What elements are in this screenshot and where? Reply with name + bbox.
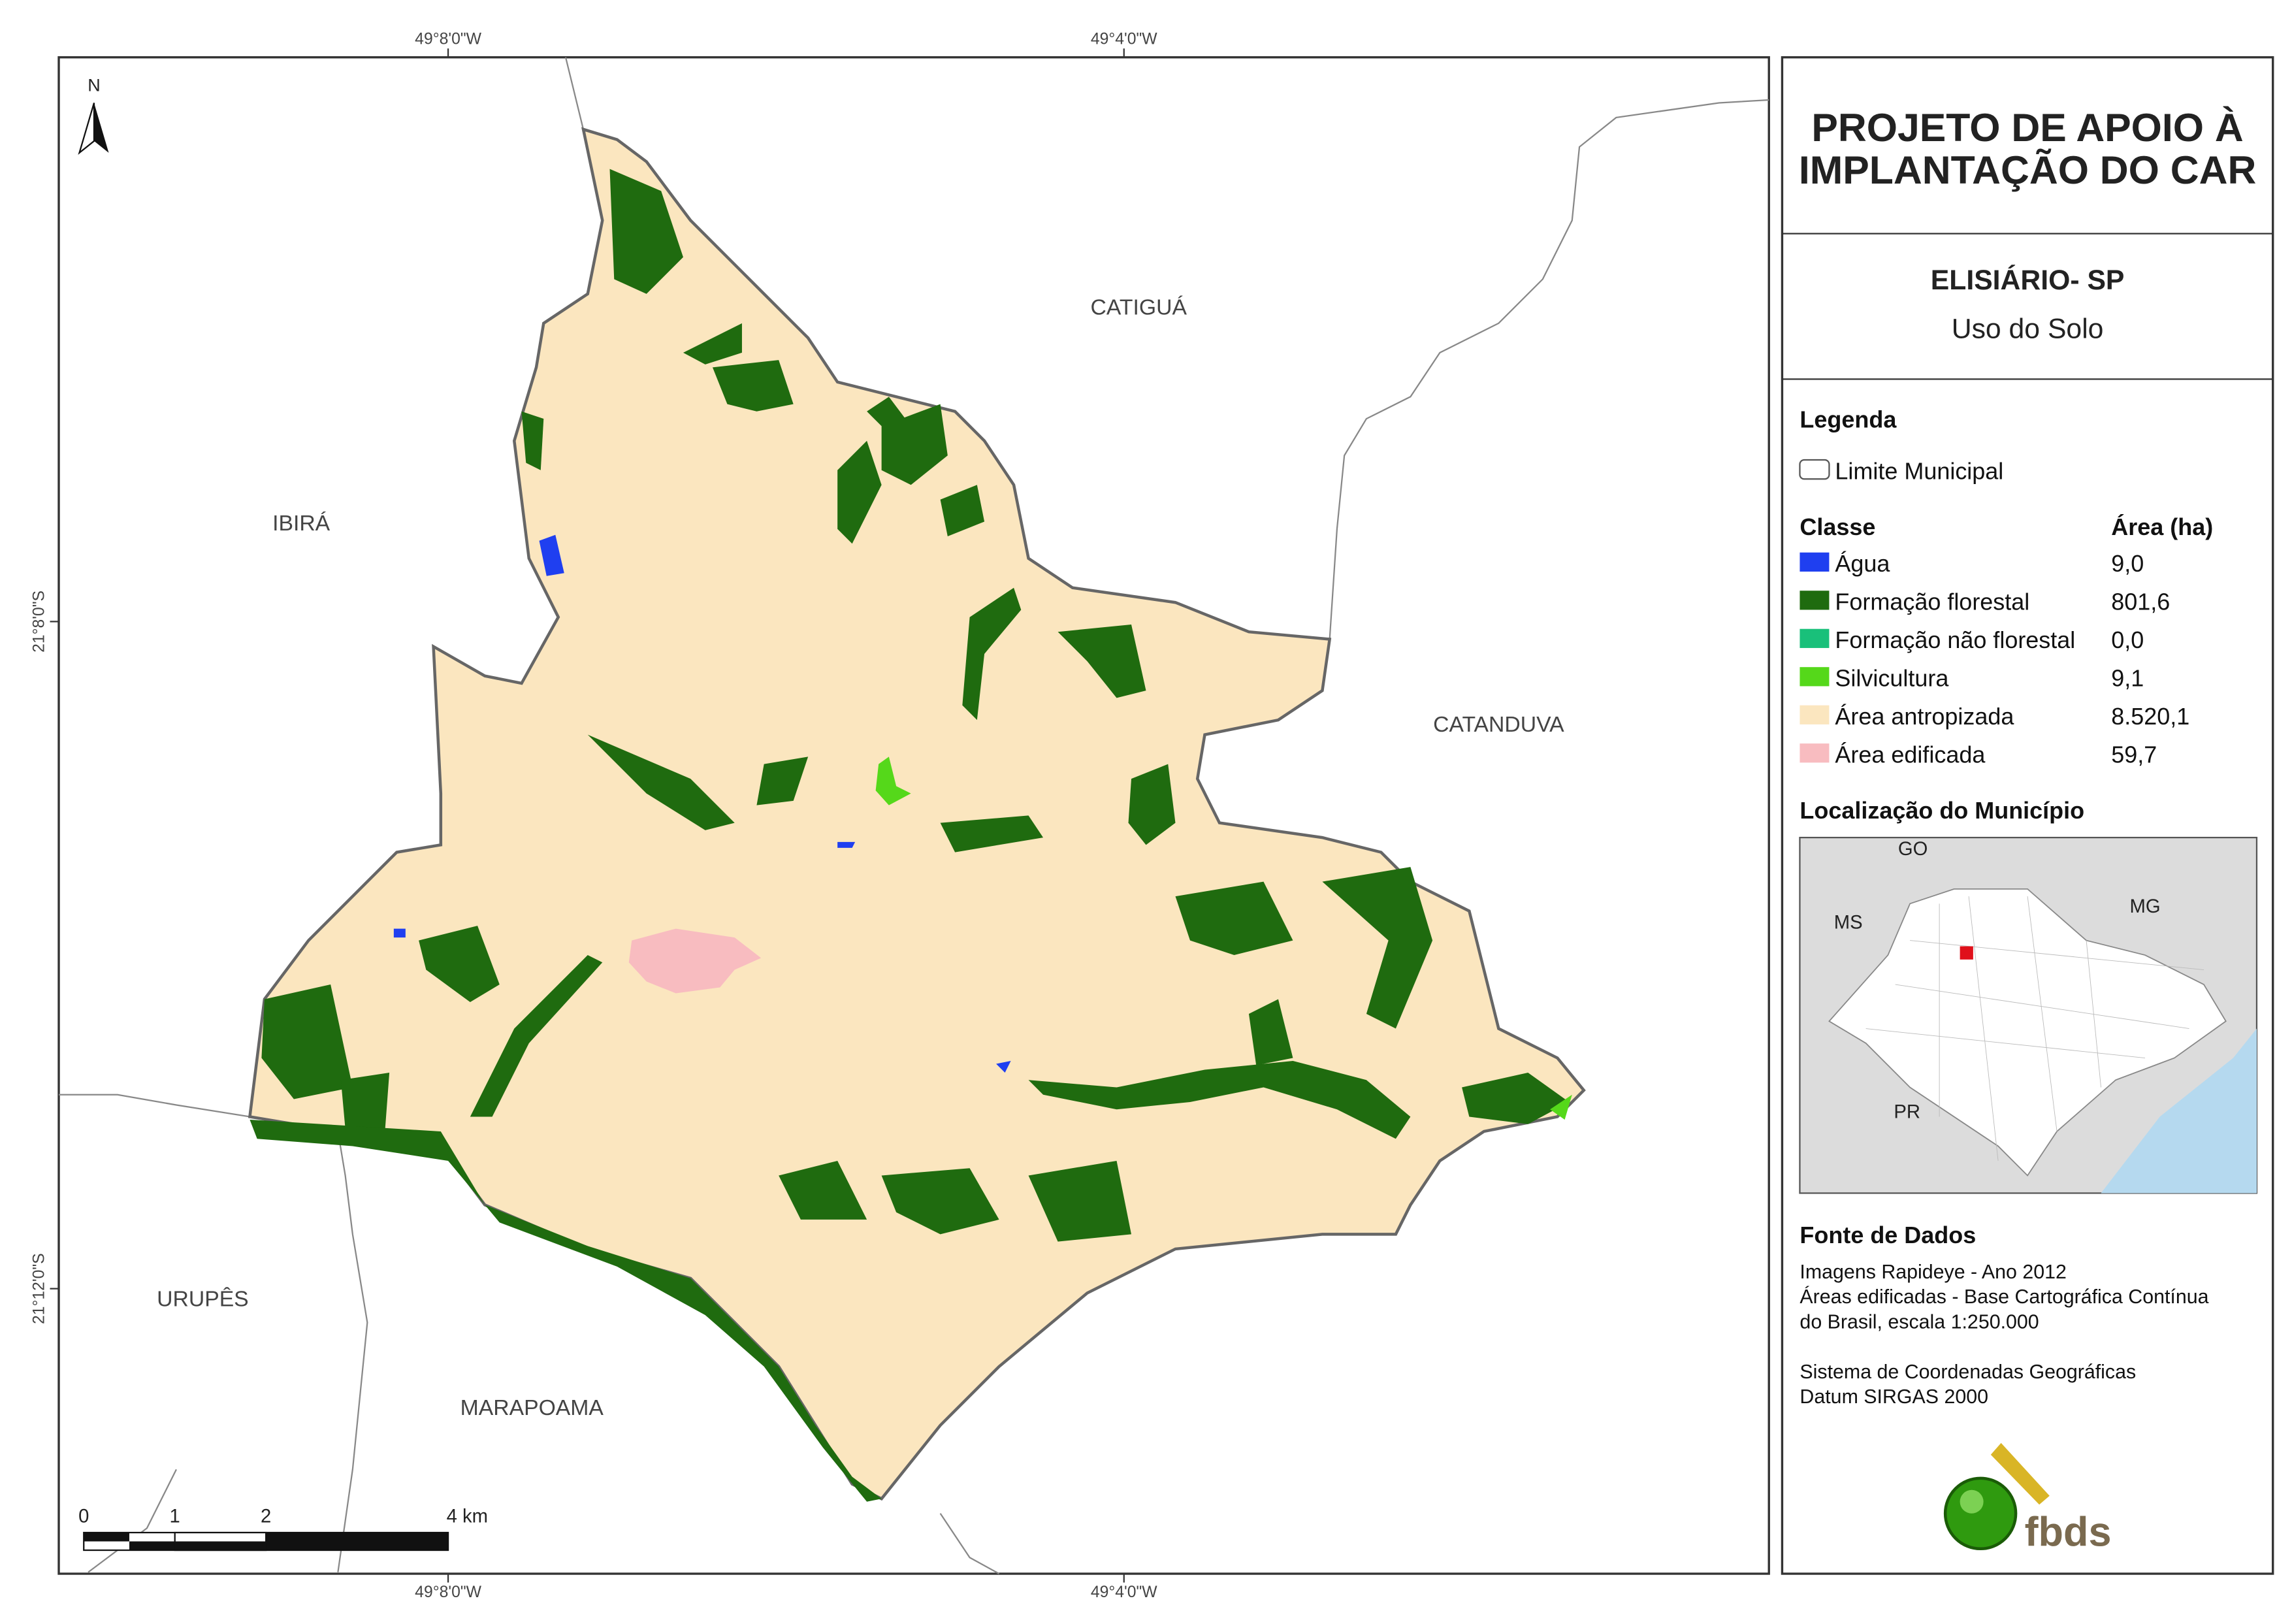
locator-label: PR	[1894, 1102, 1920, 1123]
legend-area: 59,7	[2111, 741, 2157, 768]
legend-area: 8.520,1	[2111, 703, 2189, 730]
neighbor-label: CATANDUVA	[1433, 712, 1564, 737]
coord-label: 49°8'0"W	[415, 1583, 481, 1601]
legend-label: Formação não florestal	[1835, 626, 2075, 653]
silviculture-patches	[875, 756, 1572, 1120]
subtitle: Uso do Solo	[1952, 313, 2104, 344]
source-line: Áreas edificadas - Base Cartográfica Con…	[1800, 1286, 2208, 1308]
legend-label: Formação florestal	[1835, 588, 2029, 615]
legend-swatch	[1800, 552, 1830, 572]
built-area	[628, 928, 762, 994]
neighbor-label: MARAPOAMA	[460, 1395, 604, 1420]
forest-patches	[250, 169, 1570, 1502]
neighbor-label: URUPÊS	[157, 1287, 249, 1312]
neighbor-label: IBIRÁ	[272, 511, 331, 536]
legend-swatch	[1800, 667, 1830, 687]
coord-label: 21°8'0"S	[31, 591, 48, 653]
coord-label: 49°4'0"W	[1091, 1583, 1157, 1601]
title-line: PROJETO DE APOIO À	[1811, 105, 2243, 150]
locator-label: GO	[1898, 839, 1928, 860]
legend-area: 801,6	[2111, 588, 2170, 615]
coord-label: 49°8'0"W	[415, 30, 481, 48]
legend-header: Classe	[1800, 513, 1875, 540]
legend-area: 9,0	[2111, 550, 2144, 577]
legend-header: Área (ha)	[2111, 513, 2213, 540]
legend-label: Água	[1835, 550, 1890, 577]
legend-swatch	[1800, 628, 1830, 648]
source-line: Imagens Rapideye - Ano 2012	[1800, 1261, 2066, 1283]
source-line: do Brasil, escala 1:250.000	[1800, 1311, 2039, 1333]
water-patches	[393, 534, 1011, 1073]
scale-label: 4 km	[447, 1506, 488, 1527]
source-title: Fonte de Dados	[1800, 1222, 1976, 1248]
scale-label: 1	[170, 1506, 180, 1527]
legend-area: 9,1	[2111, 664, 2144, 691]
neighbor-boundaries	[59, 57, 1769, 1575]
legend-swatch	[1800, 743, 1830, 763]
side-panel	[1781, 56, 2274, 1575]
locator-title: Localização do Município	[1800, 797, 2084, 824]
logo: fbds	[1943, 1442, 2112, 1555]
locator-label: MG	[2129, 896, 2160, 917]
north-label: N	[88, 75, 101, 95]
legend-label: Área antropizada	[1835, 703, 2014, 730]
legend-swatch	[1800, 705, 1830, 724]
legend-label: Silvicultura	[1835, 664, 1948, 691]
legend-label: Área edificada	[1835, 741, 1985, 768]
scale-label: 2	[261, 1506, 271, 1527]
north-arrow: N	[78, 75, 109, 155]
municipality-area	[248, 127, 1586, 1501]
source-line: Datum SIRGAS 2000	[1800, 1386, 1988, 1408]
scale-bar: 0 1 2 4 km	[78, 1506, 488, 1551]
source-line: Sistema de Coordenadas Geográficas	[1800, 1361, 2136, 1383]
legend-swatch	[1799, 459, 1830, 480]
neighbor-label: CATIGUÁ	[1091, 295, 1187, 319]
legend-area: 0,0	[2111, 626, 2144, 653]
locator-label: MS	[1834, 913, 1863, 934]
legend-title: Legenda	[1800, 406, 1897, 433]
title-line: IMPLANTAÇÃO DO CAR	[1799, 148, 2256, 192]
coord-ticks	[50, 48, 1125, 1583]
scale-label: 0	[78, 1506, 89, 1527]
locator-map: GO MS MG PR	[1799, 836, 2258, 1194]
legend-swatch	[1800, 591, 1830, 610]
legend-label: Limite Municipal	[1835, 457, 2003, 484]
coord-label: 49°4'0"W	[1091, 30, 1157, 48]
municipality-name: ELISIÁRIO- SP	[1931, 265, 2125, 296]
logo-text: fbds	[2025, 1509, 2112, 1555]
legend-rows: Água 9,0 Formação florestal 801,6 Formação n…	[1800, 550, 2189, 768]
coord-label: 21°12'0"S	[31, 1253, 48, 1324]
